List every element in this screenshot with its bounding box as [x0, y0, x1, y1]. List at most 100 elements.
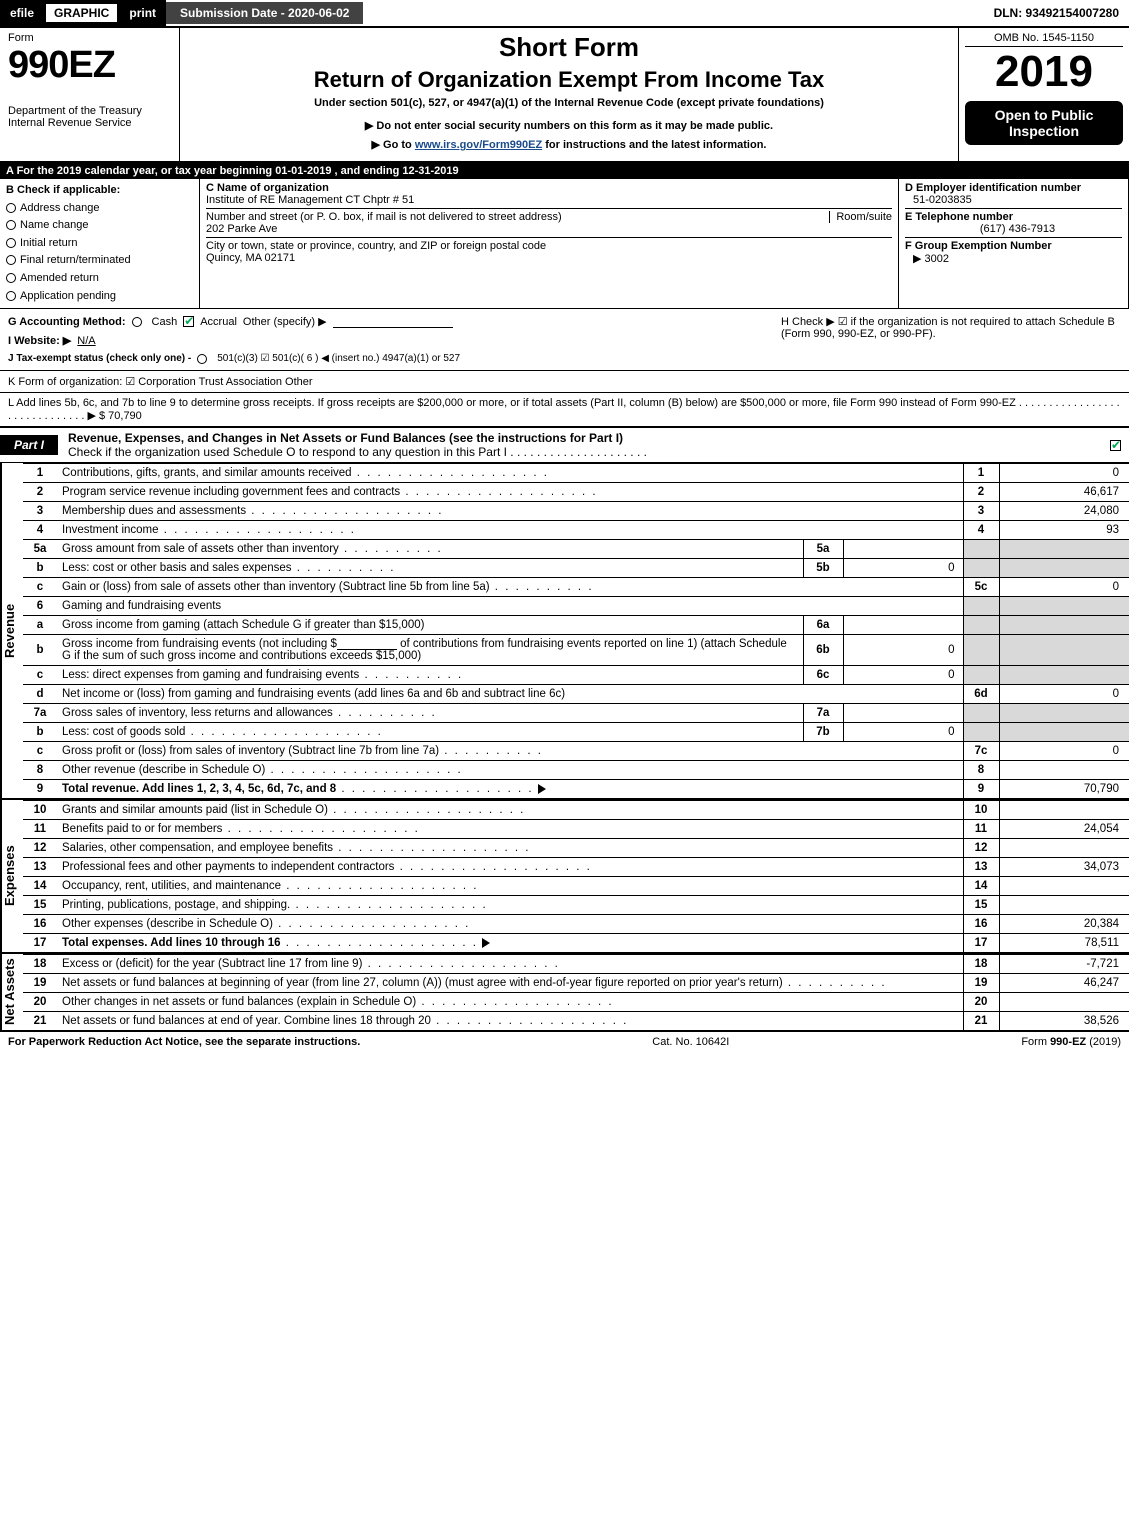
- year-block: OMB No. 1545-1150 2019 Open to Public In…: [959, 28, 1129, 161]
- title-short: Short Form: [188, 32, 950, 63]
- g-label: G Accounting Method:: [8, 316, 126, 328]
- line-i: I Website: ▶ N/A: [8, 334, 460, 347]
- row-a-tax-year: A For the 2019 calendar year, or tax yea…: [0, 163, 1129, 179]
- irs-link[interactable]: www.irs.gov/Form990EZ: [415, 139, 542, 151]
- check-name-change[interactable]: Name change: [6, 217, 193, 235]
- line-7c: cGross profit or (loss) from sales of in…: [23, 742, 1129, 761]
- accrual-label: Accrual: [200, 316, 237, 328]
- note-goto-post: for instructions and the latest informat…: [545, 139, 766, 151]
- line-6a: aGross income from gaming (attach Schedu…: [23, 616, 1129, 635]
- j-501c3[interactable]: [197, 354, 207, 364]
- line-12: 12Salaries, other compensation, and empl…: [23, 839, 1129, 858]
- expenses-label: Expenses: [1, 800, 23, 952]
- expenses-block: Expenses 10Grants and similar amounts pa…: [0, 798, 1129, 952]
- arrow-icon: [482, 938, 490, 948]
- j-options: 501(c)(3) ☑ 501(c)( 6 ) ◀ (insert no.) 4…: [217, 353, 460, 364]
- revenue-label: Revenue: [1, 463, 23, 798]
- part1-header: Part I Revenue, Expenses, and Changes in…: [0, 428, 1129, 463]
- form-header: Form 990EZ Department of the Treasury In…: [0, 28, 1129, 163]
- tax-year: 2019: [965, 47, 1123, 97]
- footer-form: Form 990-EZ (2019): [1021, 1036, 1121, 1048]
- top-bar: efile GRAPHIC print Submission Date - 20…: [0, 0, 1129, 28]
- column-b-checks: B Check if applicable: Address change Na…: [0, 179, 200, 308]
- line-6b: bGross income from fundraising events (n…: [23, 635, 1129, 666]
- arrow-icon: [538, 784, 546, 794]
- check-address-change[interactable]: Address change: [6, 200, 193, 218]
- phone-value: (617) 436-7913: [905, 223, 1122, 235]
- line-6c: cLess: direct expenses from gaming and f…: [23, 666, 1129, 685]
- city-header: City or town, state or province, country…: [206, 237, 892, 252]
- f-header: F Group Exemption Number: [905, 237, 1122, 252]
- part1-check-text: Check if the organization used Schedule …: [68, 445, 647, 459]
- check-final-return[interactable]: Final return/terminated: [6, 252, 193, 270]
- line-j: J Tax-exempt status (check only one) - 5…: [8, 353, 460, 364]
- irs-label: Internal Revenue Service: [8, 117, 171, 129]
- part1-tag: Part I: [0, 435, 58, 455]
- part1-schedule-o-check[interactable]: [1110, 440, 1121, 451]
- note-goto: ▶ Go to www.irs.gov/Form990EZ for instru…: [188, 138, 950, 151]
- line-k: K Form of organization: ☑ Corporation Tr…: [0, 371, 1129, 393]
- group-exemption-value: ▶ 3002: [905, 252, 1122, 265]
- line-18: 18Excess or (deficit) for the year (Subt…: [23, 955, 1129, 974]
- room-suite-label: Room/suite: [829, 211, 892, 223]
- column-def: D Employer identification number 51-0203…: [899, 179, 1129, 308]
- netassets-block: Net Assets 18Excess or (deficit) for the…: [0, 952, 1129, 1030]
- cash-radio[interactable]: [132, 317, 142, 327]
- netassets-table: 18Excess or (deficit) for the year (Subt…: [23, 954, 1129, 1030]
- line-7b: bLess: cost of goods sold7b0: [23, 723, 1129, 742]
- i-label: I Website: ▶: [8, 334, 71, 347]
- netassets-label: Net Assets: [1, 954, 23, 1030]
- line-7a: 7aGross sales of inventory, less returns…: [23, 704, 1129, 723]
- c-header: C Name of organization: [206, 182, 892, 194]
- line-13: 13Professional fees and other payments t…: [23, 858, 1129, 877]
- print-label[interactable]: print: [129, 6, 156, 20]
- other-specify-line[interactable]: [333, 316, 453, 328]
- revenue-table: 1Contributions, gifts, grants, and simil…: [23, 463, 1129, 798]
- expenses-table: 10Grants and similar amounts paid (list …: [23, 800, 1129, 952]
- other-label: Other (specify) ▶: [243, 315, 327, 328]
- line-11: 11Benefits paid to or for members1124,05…: [23, 820, 1129, 839]
- form-number: 990EZ: [8, 44, 171, 87]
- footer-notice: For Paperwork Reduction Act Notice, see …: [8, 1036, 360, 1048]
- line-1: 1Contributions, gifts, grants, and simil…: [23, 464, 1129, 483]
- dept-treasury: Department of the Treasury: [8, 105, 171, 117]
- ein-value: 51-0203835: [905, 194, 1122, 206]
- line-5c: cGain or (loss) from sale of assets othe…: [23, 578, 1129, 597]
- line-6d: dNet income or (loss) from gaming and fu…: [23, 685, 1129, 704]
- column-c-org: C Name of organization Institute of RE M…: [200, 179, 899, 308]
- j-label: J Tax-exempt status (check only one) -: [8, 353, 191, 364]
- title-under: Under section 501(c), 527, or 4947(a)(1)…: [188, 97, 950, 109]
- h-line2: (Form 990, 990-EZ, or 990-PF).: [781, 328, 1121, 340]
- line-15: 15Printing, publications, postage, and s…: [23, 896, 1129, 915]
- h-block: H Check ▶ ☑ if the organization is not r…: [781, 315, 1121, 364]
- accrual-check[interactable]: [183, 316, 194, 327]
- title-block: Short Form Return of Organization Exempt…: [180, 28, 959, 161]
- h-line1: H Check ▶ ☑ if the organization is not r…: [781, 315, 1121, 328]
- cash-label: Cash: [152, 316, 178, 328]
- line-g: G Accounting Method: Cash Accrual Other …: [8, 315, 460, 328]
- check-initial-return[interactable]: Initial return: [6, 235, 193, 253]
- check-amended-return[interactable]: Amended return: [6, 270, 193, 288]
- footer-catno: Cat. No. 10642I: [652, 1036, 729, 1048]
- line-3: 3Membership dues and assessments324,080: [23, 502, 1129, 521]
- line-9: 9Total revenue. Add lines 1, 2, 3, 4, 5c…: [23, 780, 1129, 799]
- dln: DLN: 93492154007280: [984, 2, 1129, 24]
- form-word: Form: [8, 32, 171, 44]
- open-to-public: Open to Public Inspection: [965, 101, 1123, 145]
- line-14: 14Occupancy, rent, utilities, and mainte…: [23, 877, 1129, 896]
- line-19: 19Net assets or fund balances at beginni…: [23, 974, 1129, 993]
- form-block: Form 990EZ Department of the Treasury In…: [0, 28, 180, 161]
- check-application-pending[interactable]: Application pending: [6, 288, 193, 306]
- graphic-label: GRAPHIC: [46, 4, 117, 22]
- title-return: Return of Organization Exempt From Incom…: [188, 67, 950, 93]
- line-4: 4Investment income493: [23, 521, 1129, 540]
- line-21: 21Net assets or fund balances at end of …: [23, 1012, 1129, 1031]
- line-6: 6Gaming and fundraising events: [23, 597, 1129, 616]
- d-header: D Employer identification number: [905, 182, 1122, 194]
- addr-header-row: Number and street (or P. O. box, if mail…: [206, 208, 892, 223]
- submission-date: Submission Date - 2020-06-02: [166, 2, 363, 24]
- omb-number: OMB No. 1545-1150: [965, 32, 1123, 47]
- efile-graphic-print: efile GRAPHIC print: [0, 0, 166, 26]
- note-ssn: ▶ Do not enter social security numbers o…: [188, 119, 950, 132]
- org-name: Institute of RE Management CT Chptr # 51: [206, 194, 892, 206]
